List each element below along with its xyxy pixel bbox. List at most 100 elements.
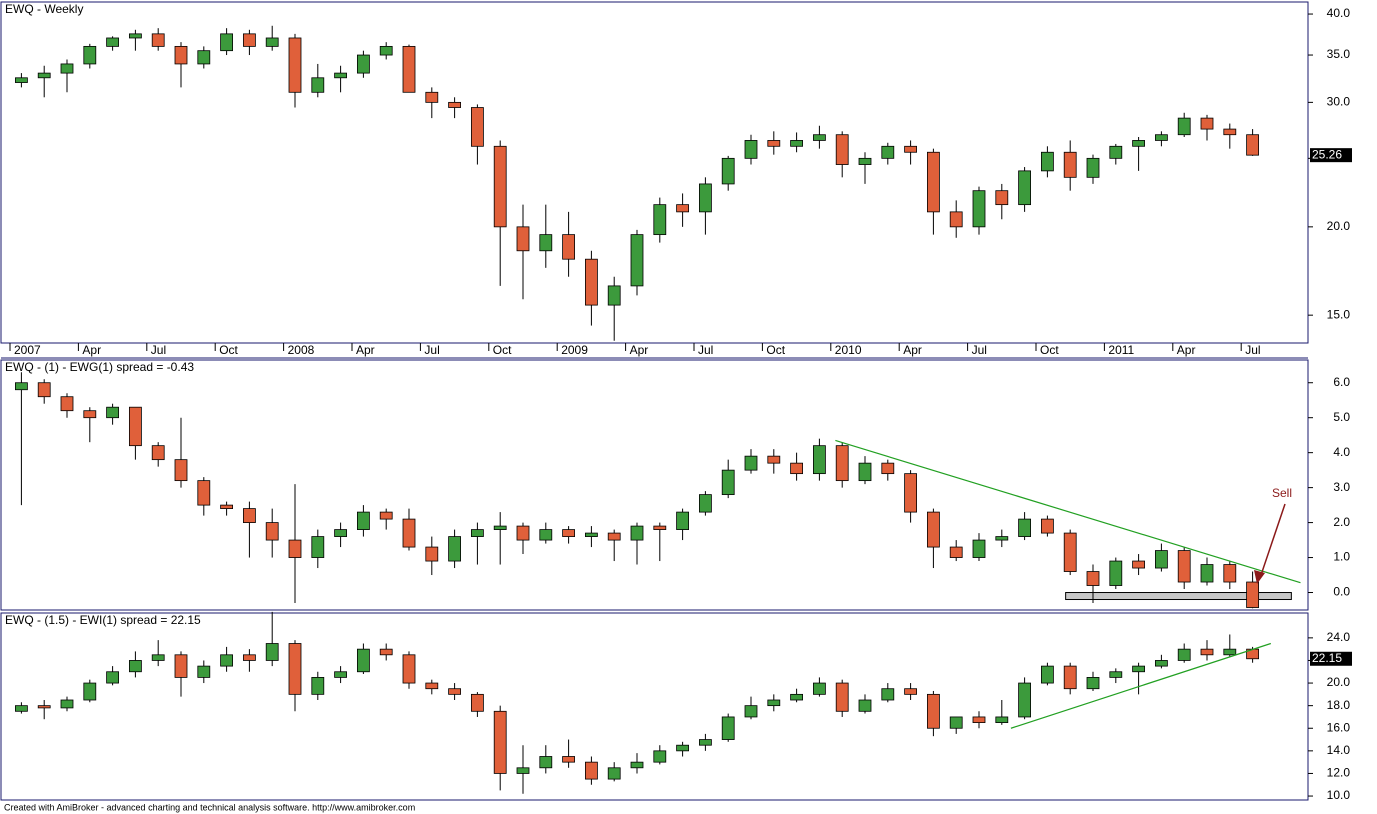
candle-body	[585, 258, 598, 306]
candle-body	[1041, 665, 1054, 684]
candle-body	[402, 654, 416, 684]
candle-body	[835, 682, 849, 712]
candle-body	[1063, 151, 1077, 178]
candle-body	[60, 699, 74, 709]
candle-body	[904, 145, 917, 153]
candle-body	[1018, 682, 1031, 718]
trend-line	[835, 439, 1301, 584]
candle-body	[37, 705, 51, 709]
candle-body	[311, 677, 325, 695]
candle-body	[197, 50, 211, 65]
candle-body	[1132, 560, 1145, 569]
candle-body	[1041, 151, 1054, 172]
pane-title: EWQ - (1.5) - EWI(1) spread = 22.15	[5, 613, 201, 627]
annotation-arrowhead	[1254, 570, 1265, 584]
candle-body	[83, 682, 97, 701]
candle-body	[744, 455, 758, 471]
x-tick-label: Jul	[1245, 343, 1260, 357]
candle-body	[1132, 665, 1145, 673]
candle-body	[106, 37, 119, 47]
annotation-arrow	[1259, 503, 1286, 579]
candle-body	[83, 410, 97, 419]
candle-body	[1223, 128, 1237, 136]
candle-body	[334, 72, 348, 79]
candle-body	[790, 693, 803, 701]
candle-body	[60, 63, 74, 74]
candle-body	[516, 226, 530, 252]
candle-body	[493, 525, 507, 530]
candle-body	[265, 37, 279, 47]
candle-body	[197, 480, 211, 506]
candle-body	[265, 643, 279, 661]
candle-body	[767, 699, 781, 707]
candle-body	[402, 518, 416, 548]
candle-body	[995, 716, 1009, 724]
y-tick-label: 15.0	[1327, 307, 1351, 321]
pane-title: EWQ - Weekly	[5, 2, 83, 16]
candle-body	[1132, 140, 1145, 147]
candle-body	[174, 459, 188, 482]
candle-body	[288, 643, 302, 695]
candle-body	[539, 529, 553, 541]
candle-body	[699, 183, 712, 213]
candle-body	[835, 445, 849, 482]
x-tick-label: 2011	[1108, 343, 1134, 357]
x-tick-label: Apr	[903, 343, 922, 357]
x-tick-label: 2009	[561, 343, 588, 357]
y-tick-label: 12.0	[1327, 766, 1351, 780]
candle-body	[927, 511, 940, 548]
candle-body	[311, 536, 325, 558]
candle-body	[699, 494, 712, 513]
y-tick-label: 5.0	[1333, 410, 1350, 424]
candle-body	[949, 211, 963, 228]
candle-body	[106, 406, 119, 419]
candle-body	[972, 190, 986, 228]
candle-body	[1018, 170, 1031, 206]
y-tick-label: 3.0	[1333, 480, 1350, 494]
candle-body	[174, 45, 188, 65]
x-tick-label: Apr	[356, 343, 375, 357]
candle-body	[744, 140, 758, 159]
candle-body	[1223, 648, 1237, 656]
candle-body	[220, 654, 234, 667]
candle-body	[83, 45, 97, 65]
candle-body	[1200, 564, 1214, 583]
candle-body	[174, 654, 188, 678]
candle-body	[1109, 145, 1123, 159]
candle-body	[128, 660, 142, 673]
candle-body	[1177, 550, 1191, 583]
candle-body	[790, 140, 803, 147]
x-tick-label: Jul	[698, 343, 713, 357]
candle-body	[721, 716, 735, 740]
candle-body	[1086, 571, 1100, 586]
candle-body	[1109, 671, 1123, 678]
candle-body	[676, 204, 689, 213]
candle-body	[881, 688, 895, 701]
candle-body	[790, 462, 803, 475]
candle-body	[676, 744, 689, 752]
candle-body	[813, 134, 826, 141]
candle-body	[106, 671, 119, 684]
x-tick-label: Oct	[219, 343, 238, 357]
last-value-label: 22.15	[1312, 651, 1342, 665]
candle-body	[37, 72, 51, 79]
y-tick-label: 2.0	[1333, 515, 1350, 529]
y-tick-label: 40.0	[1327, 6, 1351, 20]
candle-body	[1109, 560, 1123, 586]
candle-body	[767, 140, 781, 147]
candle-body	[949, 716, 963, 729]
candle-body	[630, 234, 644, 287]
candle-body	[402, 45, 416, 93]
pane-title: EWQ - (1) - EWG(1) spread = -0.43	[5, 360, 194, 374]
candle-body	[744, 705, 758, 718]
last-value-box	[1310, 651, 1352, 666]
candle-body	[881, 145, 895, 159]
candle-body	[425, 91, 439, 103]
x-tick-label: Apr	[82, 343, 101, 357]
candle-body	[493, 145, 507, 228]
y-tick-label: 18.0	[1327, 698, 1351, 712]
candle-body	[813, 682, 826, 695]
x-tick-label: Oct	[1040, 343, 1059, 357]
